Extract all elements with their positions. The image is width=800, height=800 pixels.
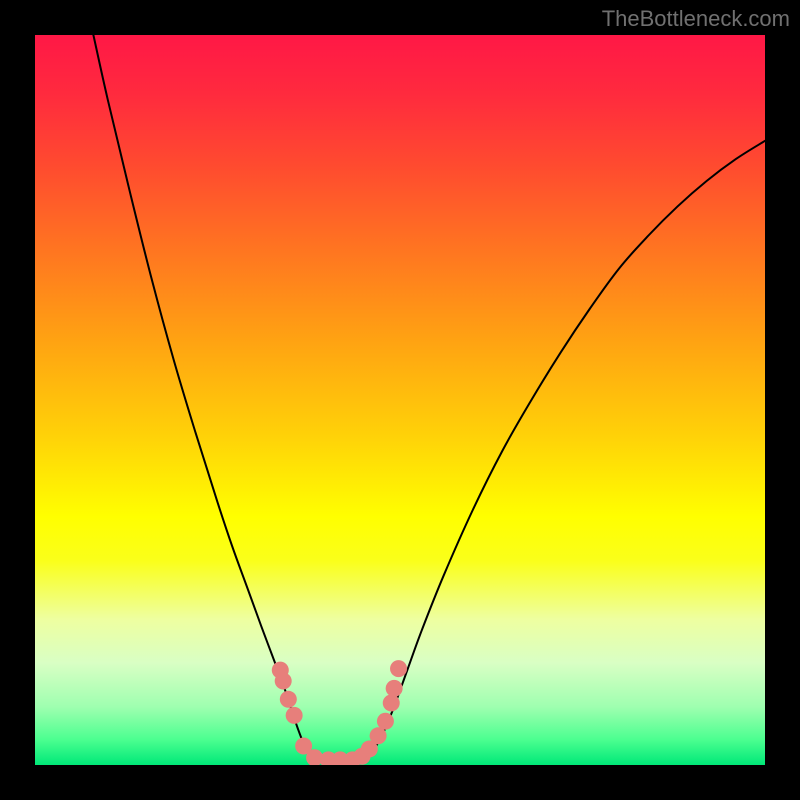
data-marker (390, 660, 407, 677)
data-marker (370, 727, 387, 744)
curve-right_branch (364, 141, 766, 761)
data-marker (286, 707, 303, 724)
plot-frame (35, 35, 765, 765)
watermark-text: TheBottleneck.com (602, 6, 790, 32)
data-marker (383, 694, 400, 711)
curve-left_branch (93, 35, 319, 762)
data-marker (275, 673, 292, 690)
data-marker (377, 713, 394, 730)
data-marker (280, 691, 297, 708)
data-marker (386, 680, 403, 697)
chart-curves (35, 35, 765, 765)
